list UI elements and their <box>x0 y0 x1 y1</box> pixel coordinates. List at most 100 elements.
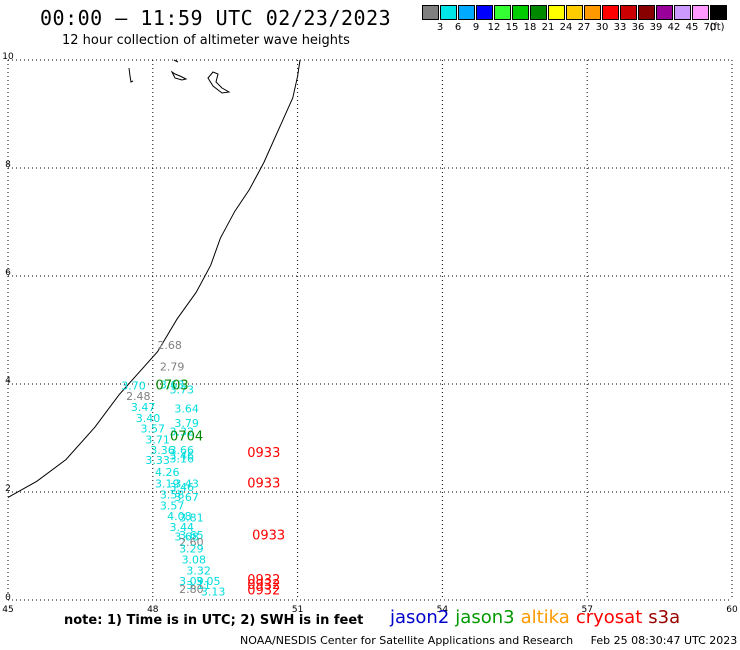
legend-label: 3 <box>436 22 444 33</box>
wave-height-label: 3.08 <box>182 553 207 566</box>
x-tick-label: 54 <box>437 605 449 615</box>
x-tick-label: 45 <box>2 605 13 615</box>
legend-swatch <box>494 5 511 20</box>
pass-time-label: 0933 <box>247 477 280 492</box>
legend-label: 27 <box>577 22 591 33</box>
wave-height-label: 2.48 <box>126 390 151 403</box>
wave-height-label: 3.32 <box>170 425 195 438</box>
y-tick-label: 6 <box>5 268 11 278</box>
color-legend: 3 6 9 12 15 18 21 24 27 30 33 36 39 42 45 70 (ft) <box>422 5 734 35</box>
x-tick-label: 57 <box>581 605 592 615</box>
legend-label: 24 <box>559 22 573 33</box>
wave-height-label: 3.79 <box>174 417 199 430</box>
legend-swatch <box>674 5 691 20</box>
legend-label: 33 <box>613 22 627 33</box>
legend-label: 6 <box>454 22 462 33</box>
wave-height-label: 3.44 <box>170 521 195 534</box>
legend-swatch <box>566 5 583 20</box>
wave-height-label: 3.33 <box>145 454 170 467</box>
legend-swatch <box>692 5 709 20</box>
wave-height-label: 3.58 <box>160 488 185 501</box>
wave-height-label: 3.73 <box>170 384 195 397</box>
pass-time-label: 0932 <box>247 573 280 588</box>
wave-height-label: 3.70 <box>121 379 146 392</box>
satellite-altika: altika <box>520 607 570 628</box>
legend-label: 12 <box>487 22 501 33</box>
wave-height-label: 3.57 <box>160 499 185 512</box>
wave-height-label: 3.64 <box>174 403 199 416</box>
satellite-cryosat: cryosat <box>575 607 643 628</box>
legend-swatch <box>656 5 673 20</box>
x-tick-label: 48 <box>147 605 159 615</box>
legend-swatch <box>512 5 529 20</box>
legend-swatch <box>584 5 601 20</box>
wave-height-label: 2.80 <box>179 583 204 596</box>
pass-time-label: 0932 <box>247 578 280 593</box>
wave-height-label: 3.16 <box>170 452 195 465</box>
wave-height-label: 3.36 <box>150 444 175 457</box>
credit-line: NOAA/NESDIS Center for Satellite Applica… <box>240 634 737 647</box>
wave-height-label: 3.47 <box>131 401 156 414</box>
wave-height-label: 2.79 <box>160 361 185 374</box>
wave-height-label: 3.29 <box>179 542 204 555</box>
island-outline <box>207 71 231 94</box>
pass-time-label: 0703 <box>156 378 189 393</box>
credit-text: NOAA/NESDIS Center for Satellite Applica… <box>240 634 574 647</box>
wave-height-label: 3.66 <box>170 444 195 457</box>
legend-label: 30 <box>595 22 609 33</box>
satellite-jason3: jason3 <box>455 607 515 628</box>
footer-note: note: 1) Time is in UTC; 2) SWH is in fe… <box>64 613 364 628</box>
y-tick-label: 4 <box>5 376 11 386</box>
wave-height-label: 3.46 <box>170 450 195 463</box>
pass-time-label: 0932 <box>247 584 280 599</box>
legend-swatch <box>476 5 493 20</box>
wave-height-label: 3.81 <box>179 512 204 525</box>
wave-height-label: 3.11 <box>186 579 211 592</box>
y-tick-label: 0 <box>5 593 11 603</box>
wave-height-label: 3.43 <box>174 478 199 491</box>
legend-label: 39 <box>649 22 663 33</box>
satellite-legend: jason2 jason3 altika cryosat s3a <box>390 607 686 628</box>
legend-label: 21 <box>541 22 555 33</box>
legend-label: 15 <box>505 22 519 33</box>
wave-height-label: 3.67 <box>174 491 199 504</box>
pass-time-label: 0933 <box>247 446 280 461</box>
legend-label: 18 <box>523 22 537 33</box>
page-subtitle: 12 hour collection of altimeter wave hei… <box>62 33 350 48</box>
wave-height-label: 3.57 <box>141 423 166 436</box>
legend-swatch <box>620 5 637 20</box>
x-tick-label: 51 <box>292 605 303 615</box>
wave-height-label: 3.46 <box>170 481 195 494</box>
wave-height-label: 3.19 <box>155 478 180 491</box>
legend-swatch <box>548 5 565 20</box>
legend-swatch <box>440 5 457 20</box>
satellite-s3a: s3a <box>648 607 681 628</box>
legend-swatch <box>602 5 619 20</box>
wave-height-label: 3.65 <box>179 529 204 542</box>
x-tick-label: 60 <box>726 605 738 615</box>
legend-label: 9 <box>472 22 480 33</box>
island-outline <box>170 59 188 81</box>
island-outline <box>128 67 134 83</box>
wave-height-label: 3.71 <box>145 433 170 446</box>
wave-height-label: 3.68 <box>174 531 199 544</box>
legend-swatch <box>530 5 547 20</box>
wave-height-label: 4.26 <box>155 466 180 479</box>
legend-unit: (ft) <box>709 22 725 33</box>
wave-height-label: 4.08 <box>167 510 192 523</box>
y-tick-label: 8 <box>5 160 11 170</box>
y-tick-label: 2 <box>5 484 11 494</box>
pass-time-label: 0704 <box>170 430 203 445</box>
satellite-jason2: jason2 <box>390 607 450 628</box>
timestamp: Feb 25 08:30:47 UTC 2023 <box>590 634 738 647</box>
legend-swatch <box>710 5 727 20</box>
wave-height-label: 3.05 <box>196 575 221 588</box>
y-tick-label: 10 <box>2 52 14 62</box>
wave-height-label: 3.40 <box>136 412 161 425</box>
page-title: 00:00 – 11:59 UTC 02/23/2023 <box>40 6 392 30</box>
coastline <box>7 59 301 498</box>
legend-swatch <box>422 5 439 20</box>
wave-height-label: 2.60 <box>179 536 204 549</box>
legend-label: 36 <box>631 22 645 33</box>
